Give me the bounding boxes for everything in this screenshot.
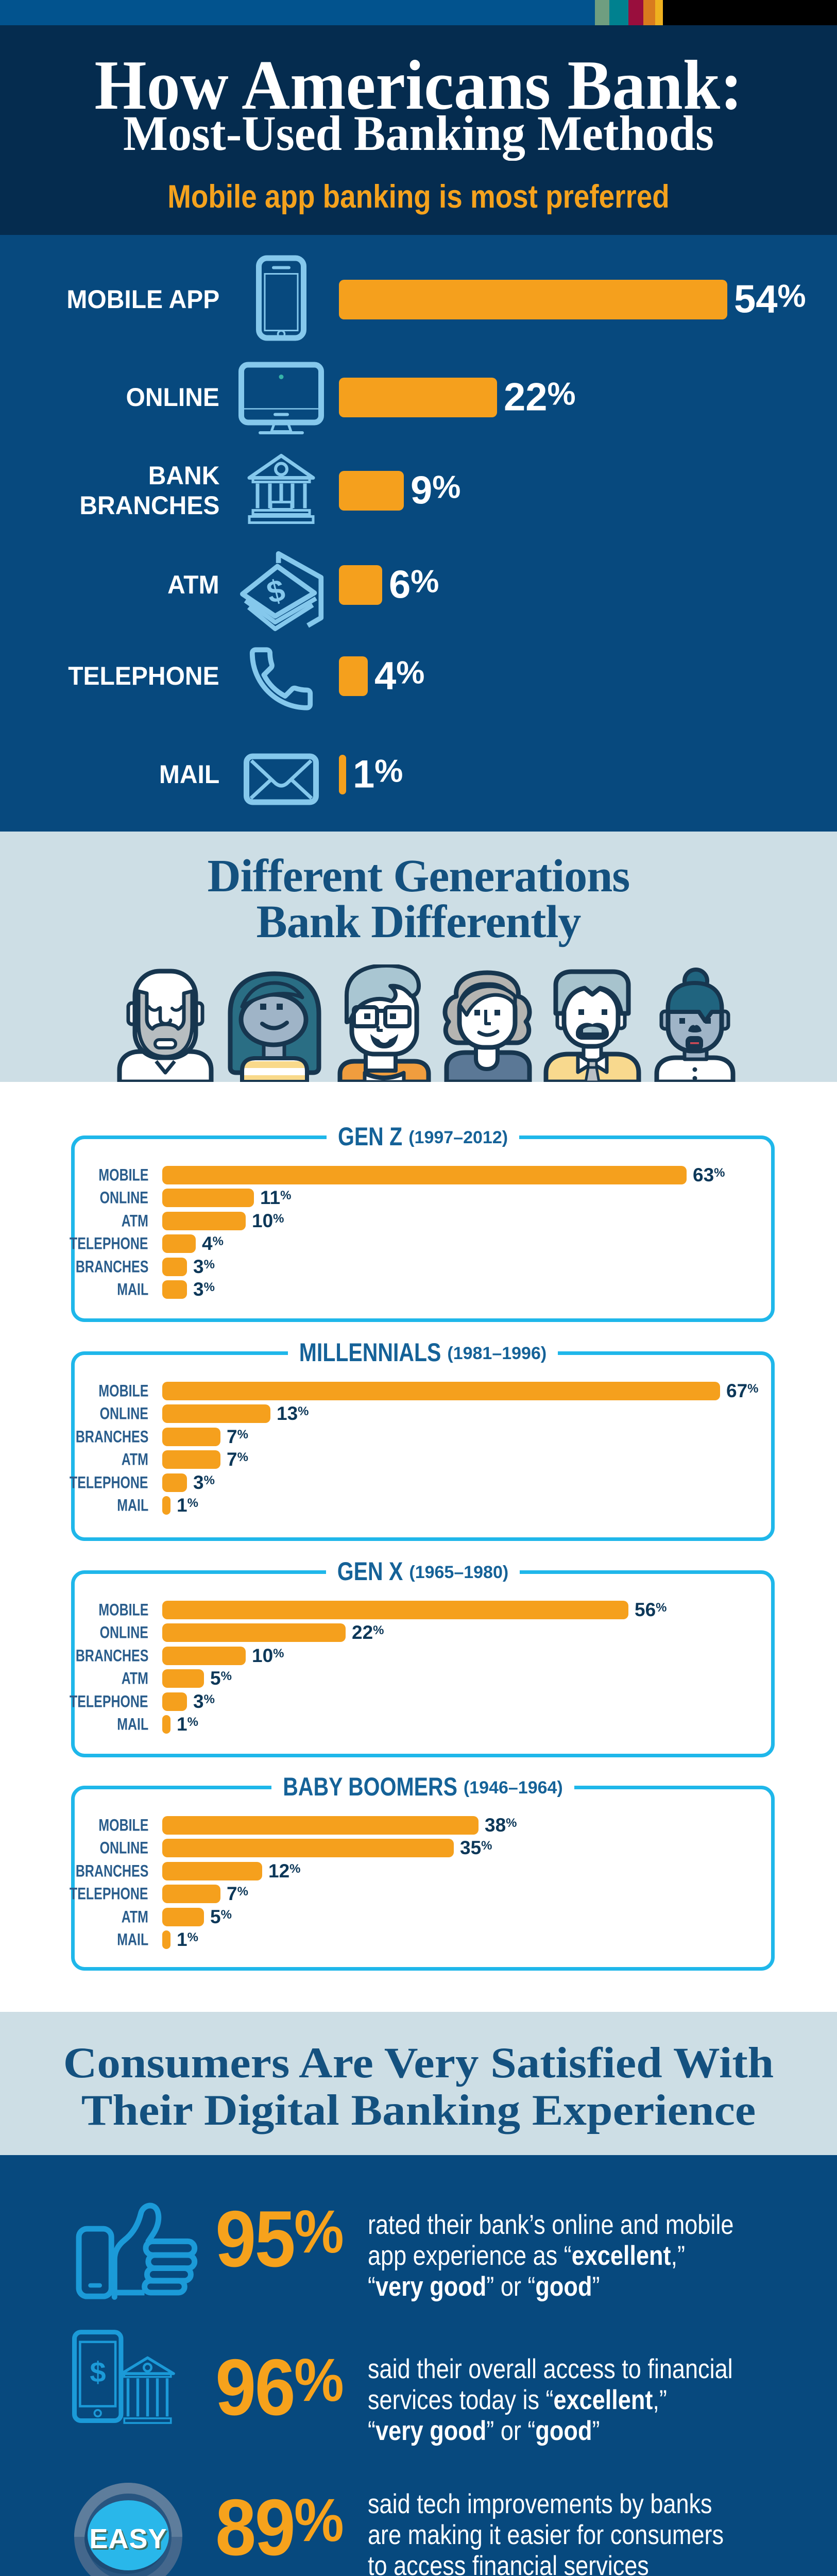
svg-text:$: $: [263, 572, 288, 610]
svg-text:EASY: EASY: [89, 2523, 167, 2554]
svg-text:$: $: [90, 2355, 106, 2388]
svg-text:EASY: EASY: [91, 2525, 168, 2556]
